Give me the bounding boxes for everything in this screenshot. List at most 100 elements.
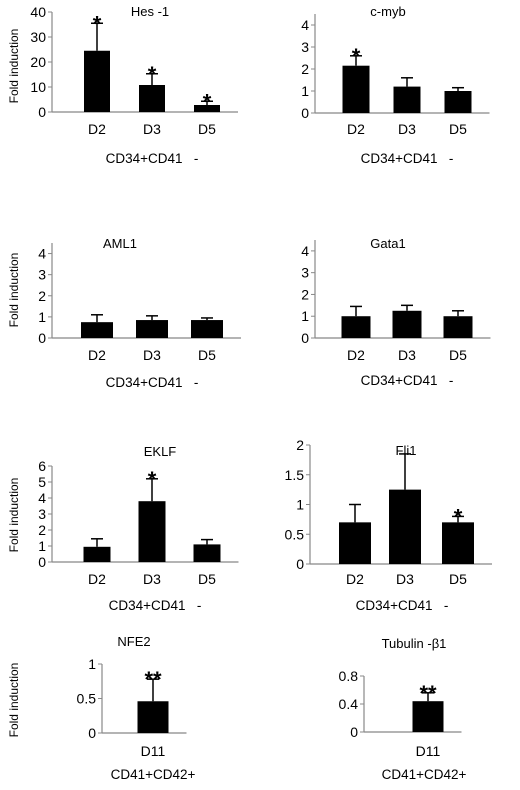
y-tick-label: 10 (30, 79, 46, 95)
bar (393, 86, 421, 113)
bar (81, 322, 113, 338)
chart-title: c-myb (370, 4, 405, 19)
chart-panel-2: c-myb 0 1 2 3 4 * D2 D3 D5 CD34+CD41 - (301, 4, 490, 166)
y-tick-label: 1 (301, 308, 309, 324)
y-tick-label: 40 (30, 4, 46, 20)
significance-marker: * (148, 62, 157, 87)
x-tick-label: D5 (449, 121, 467, 137)
x-tick-label: D2 (347, 121, 365, 137)
x-tick-label: D5 (449, 347, 467, 363)
y-tick-label: 4 (38, 246, 46, 262)
y-tick-label: 2 (296, 437, 304, 453)
y-tick-label: 0 (38, 330, 46, 346)
chart-panel-7: NFE2 Fold induction 0 0.5 1 ** D11 CD41+CD42+ (7, 634, 196, 782)
x-tick-label: D3 (143, 571, 161, 587)
y-tick-label: 2 (38, 522, 46, 538)
y-tick-label: 30 (30, 29, 46, 45)
y-tick-label: 4 (301, 17, 309, 33)
y-tick-label: 3 (38, 267, 46, 283)
x-tick-label: D2 (347, 347, 365, 363)
chart-panel-3: AML1 Fold induction 0 1 2 3 4 D2 D3 D5 CD34+CD41 - (7, 236, 241, 390)
y-axis-label: Fold induction (7, 478, 21, 553)
bar (83, 546, 111, 562)
significance-marker: * (203, 89, 212, 114)
x-tick-label: D5 (449, 571, 467, 587)
chart-title: AML1 (103, 236, 137, 251)
x-axis-label: CD41+CD42+ (111, 767, 196, 782)
y-tick-label: 2 (301, 286, 309, 302)
y-tick-label: 0.4 (339, 696, 359, 712)
bar (389, 489, 421, 564)
bar (444, 91, 472, 113)
x-axis-label: CD34+CD41 - (106, 375, 199, 390)
significance-marker: ** (419, 681, 437, 706)
bar (139, 85, 165, 112)
bar (193, 544, 221, 562)
x-tick-label: D3 (398, 121, 416, 137)
significance-marker: * (352, 44, 361, 69)
x-axis-label: CD41+CD42+ (382, 767, 467, 782)
bar (339, 522, 371, 564)
y-tick-label: 3 (38, 506, 46, 522)
x-tick-label: D2 (88, 347, 106, 363)
x-axis-label: CD34+CD41 - (361, 151, 454, 166)
y-tick-label: 0.5 (285, 526, 305, 542)
y-axis-label: Fold induction (7, 253, 21, 328)
x-tick-label: D3 (398, 347, 416, 363)
y-tick-label: 6 (38, 458, 46, 474)
y-tick-label: 1 (88, 656, 96, 672)
y-tick-label: 4 (301, 243, 309, 259)
y-tick-label: 0.8 (339, 668, 359, 684)
y-tick-label: 1 (38, 309, 46, 325)
y-tick-label: 20 (30, 54, 46, 70)
x-tick-label: D5 (198, 347, 216, 363)
x-tick-label: D3 (143, 347, 161, 363)
y-tick-label: 3 (301, 265, 309, 281)
bar (84, 50, 110, 112)
y-tick-label: 0 (301, 105, 309, 121)
y-tick-label: 0.5 (77, 691, 97, 707)
chart-title: Tubulin -β1 (382, 636, 447, 651)
x-axis-label: CD34+CD41 - (356, 598, 449, 613)
bar (443, 316, 473, 338)
chart-panel-4: Gata1 0 1 2 3 4 D2 D3 D5 CD34+CD41 - (301, 236, 491, 388)
significance-marker: * (454, 504, 463, 529)
y-tick-label: 5 (38, 474, 46, 490)
x-tick-label: D11 (416, 743, 441, 759)
x-tick-label: D2 (346, 571, 364, 587)
y-axis-label: Fold induction (7, 29, 21, 104)
chart-title: EKLF (144, 444, 177, 459)
chart-title: Gata1 (370, 236, 405, 251)
bar (442, 522, 474, 564)
x-axis-label: CD34+CD41 - (361, 373, 454, 388)
y-tick-label: 0 (301, 330, 309, 346)
y-tick-label: 1.5 (285, 467, 305, 483)
y-tick-label: 0 (88, 725, 96, 741)
chart-title: NFE2 (117, 634, 150, 649)
y-tick-label: 4 (38, 490, 46, 506)
chart-title: Fli1 (396, 443, 417, 458)
x-tick-label: D11 (141, 743, 166, 759)
y-tick-label: 0 (38, 104, 46, 120)
y-tick-label: 1 (38, 538, 46, 554)
x-tick-label: D3 (396, 571, 414, 587)
significance-marker: * (93, 11, 102, 36)
y-tick-label: 3 (301, 39, 309, 55)
x-tick-label: D2 (88, 571, 106, 587)
x-tick-label: D3 (143, 121, 161, 137)
bar (342, 65, 370, 113)
x-axis-label: CD34+CD41 - (109, 598, 202, 613)
chart-panel-8: Tubulin -β1 0 0.4 0.8 ** D11 CD41+CD42+ (339, 636, 467, 782)
bar (137, 701, 169, 733)
y-axis-label: Fold induction (7, 663, 21, 738)
y-tick-label: 2 (38, 288, 46, 304)
y-tick-label: 1 (296, 497, 304, 513)
x-tick-label: D5 (198, 571, 216, 587)
bar (136, 320, 168, 338)
significance-marker: * (148, 467, 157, 492)
bar (138, 501, 166, 562)
y-tick-label: 0 (296, 556, 304, 572)
